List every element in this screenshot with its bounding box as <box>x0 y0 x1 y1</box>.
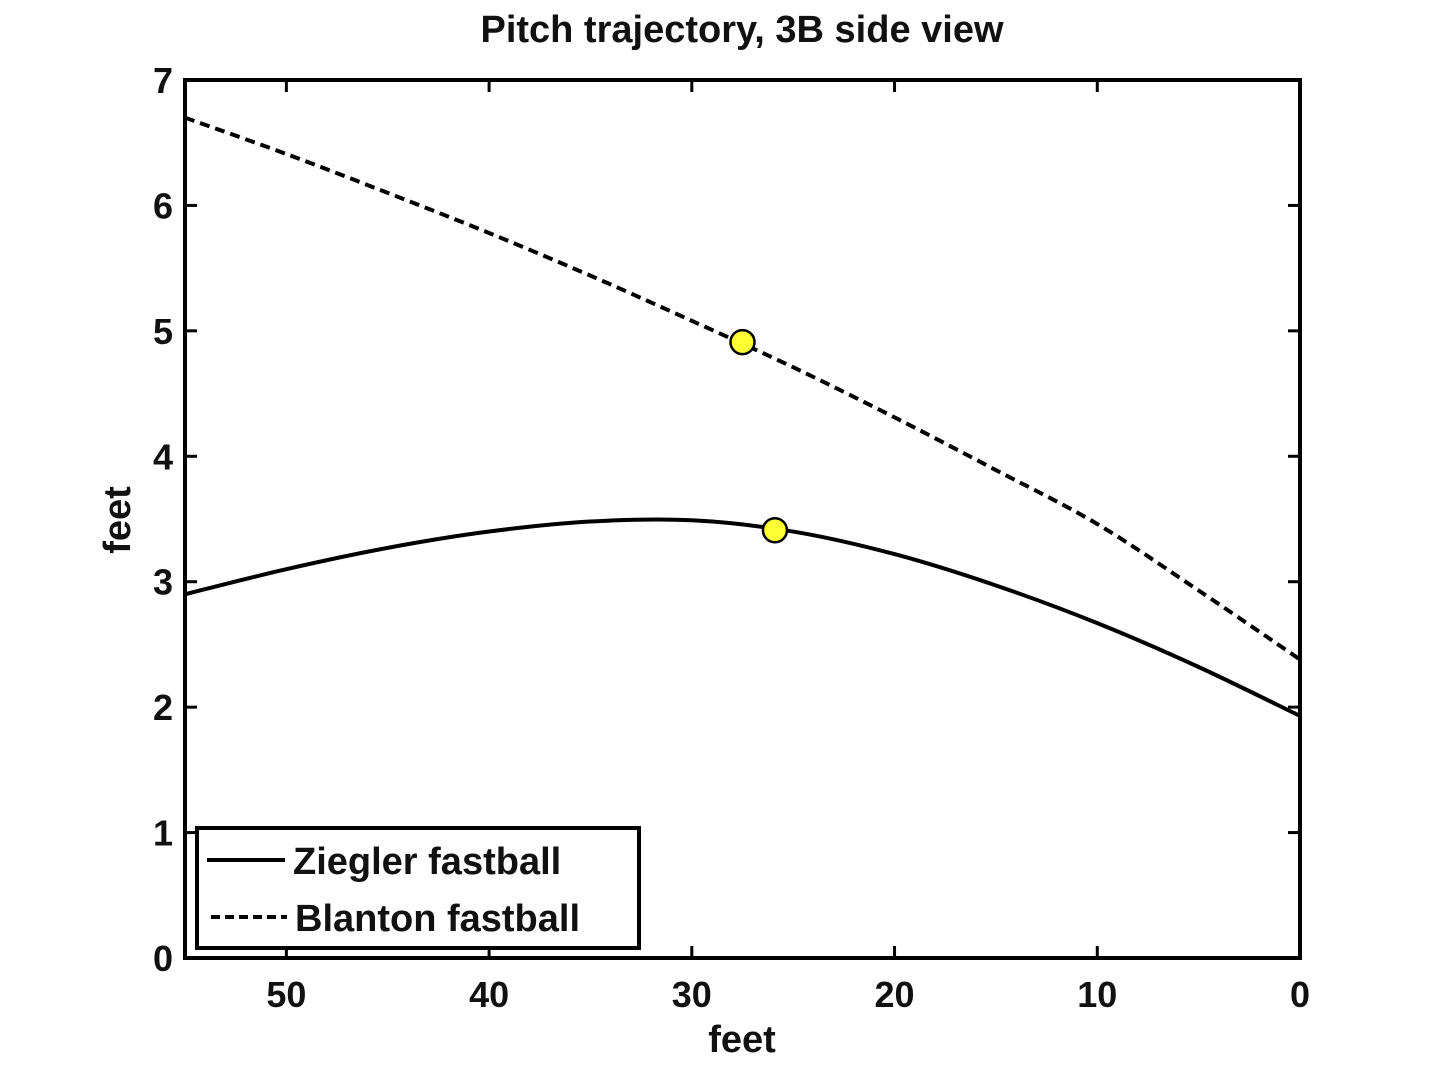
y-tick-label: 5 <box>153 311 173 352</box>
x-tick-label: 10 <box>1077 974 1117 1015</box>
x-tick-label: 20 <box>875 974 915 1015</box>
series-line-ziegler <box>184 517 1301 718</box>
x-axis-label: feet <box>708 1019 776 1061</box>
legend: Ziegler fastball Blanton fastball <box>195 826 641 950</box>
y-tick-label: 2 <box>153 687 173 728</box>
y-tick-label: 0 <box>153 938 173 979</box>
x-tick-label: 40 <box>469 974 509 1015</box>
y-tick-label: 4 <box>153 436 173 477</box>
chart-title: Pitch trajectory, 3B side view <box>480 9 1003 51</box>
x-tick-label: 50 <box>266 974 306 1015</box>
x-tick-label: 0 <box>1290 974 1310 1015</box>
legend-box <box>195 826 641 950</box>
plot-frame <box>183 78 1302 960</box>
series-line-blanton <box>184 115 1302 662</box>
legend-label-blanton: Blanton fastball <box>295 898 580 940</box>
marker-point-ziegler <box>761 517 789 544</box>
y-tick-label: 1 <box>153 813 173 854</box>
marker-point-blanton <box>729 328 756 356</box>
y-tick-label: 7 <box>153 60 173 101</box>
legend-label-ziegler: Ziegler fastball <box>293 841 561 883</box>
x-tick-label: 30 <box>672 974 712 1015</box>
y-tick-label: 3 <box>153 562 173 603</box>
y-axis-label: feet <box>97 486 139 554</box>
y-tick-label: 6 <box>153 185 173 226</box>
